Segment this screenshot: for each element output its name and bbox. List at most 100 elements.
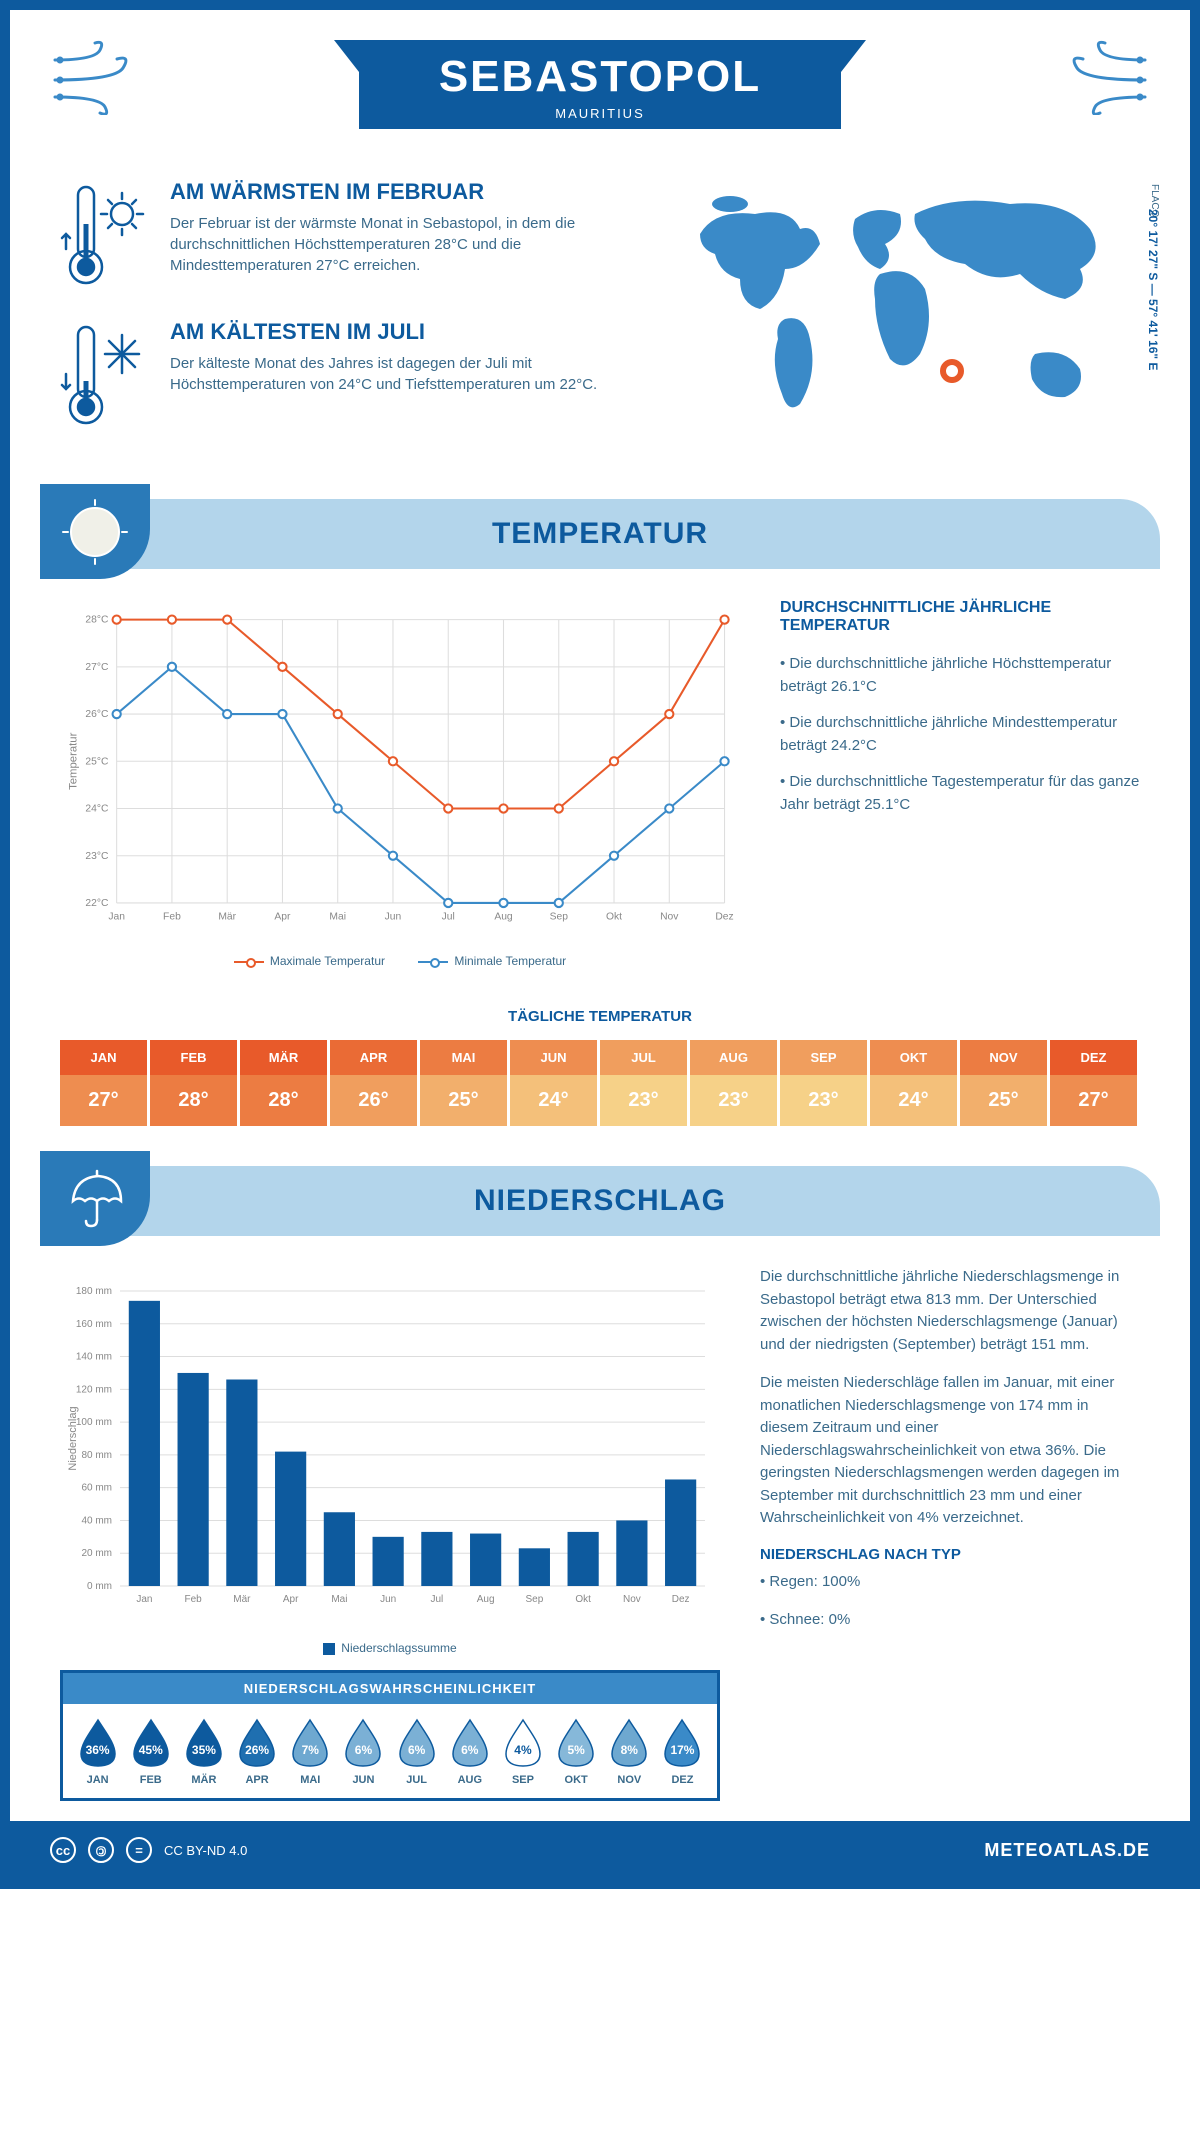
svg-text:Aug: Aug: [494, 911, 513, 922]
legend-precip-label: Niederschlagssumme: [341, 1641, 456, 1655]
prob-month: JAN: [71, 1774, 124, 1786]
prob-month: JUN: [337, 1774, 390, 1786]
prob-cell: 6% AUG: [443, 1716, 496, 1786]
prob-month: NOV: [603, 1774, 656, 1786]
daily-temp-title: TÄGLICHE TEMPERATUR: [60, 1008, 1140, 1025]
temp-col-month: JUN: [510, 1040, 600, 1075]
raindrop-icon: 26%: [236, 1716, 278, 1768]
temp-col-month: SEP: [780, 1040, 870, 1075]
temp-col: APR 26°: [330, 1040, 420, 1126]
warmest-fact: AM WÄRMSTEN IM FEBRUAR Der Februar ist d…: [60, 179, 630, 294]
prob-month: MÄR: [177, 1774, 230, 1786]
prob-month: AUG: [443, 1774, 496, 1786]
svg-text:Apr: Apr: [274, 911, 291, 922]
precipitation-left: 0 mm20 mm40 mm60 mm80 mm100 mm120 mm140 …: [60, 1266, 720, 1801]
prob-value: 4%: [502, 1743, 544, 1757]
temperature-info: DURCHSCHNITTLICHE JÄHRLICHE TEMPERATUR •…: [780, 599, 1140, 968]
raindrop-icon: 45%: [130, 1716, 172, 1768]
svg-text:25°C: 25°C: [85, 756, 109, 767]
precip-type-1: • Regen: 100%: [760, 1571, 1140, 1594]
svg-text:Feb: Feb: [163, 911, 181, 922]
prob-value: 45%: [130, 1743, 172, 1757]
country-name: MAURITIUS: [439, 106, 761, 121]
cc-icon: cc: [50, 1837, 76, 1863]
warmest-body: Der Februar ist der wärmste Monat in Seb…: [170, 213, 630, 276]
coords-label: 20° 17' 27" S — 57° 41' 16" E: [1146, 209, 1160, 370]
svg-text:26°C: 26°C: [85, 709, 109, 720]
raindrop-icon: 7%: [289, 1716, 331, 1768]
raindrop-icon: 35%: [183, 1716, 225, 1768]
svg-text:20 mm: 20 mm: [81, 1548, 112, 1559]
temp-bullet-2: • Die durchschnittliche jährliche Mindes…: [780, 712, 1140, 757]
daily-temp-table: JAN 27° FEB 28° MÄR 28° APR 26° MAI 25° …: [60, 1040, 1140, 1126]
precip-type-2: • Schnee: 0%: [760, 1609, 1140, 1632]
intro-section: AM WÄRMSTEN IM FEBRUAR Der Februar ist d…: [10, 149, 1190, 479]
prob-cell: 45% FEB: [124, 1716, 177, 1786]
precipitation-legend: Niederschlagssumme: [60, 1641, 720, 1655]
umbrella-icon: [40, 1151, 150, 1246]
temp-col: JAN 27°: [60, 1040, 150, 1126]
legend-max-label: Maximale Temperatur: [270, 954, 385, 968]
temp-col-month: JAN: [60, 1040, 150, 1075]
prob-cell: 7% MAI: [284, 1716, 337, 1786]
coldest-text: AM KÄLTESTEN IM JULI Der kälteste Monat …: [170, 319, 630, 434]
svg-text:40 mm: 40 mm: [81, 1515, 112, 1526]
temp-col-month: MÄR: [240, 1040, 330, 1075]
temp-col-value: 24°: [510, 1075, 600, 1126]
raindrop-icon: 6%: [396, 1716, 438, 1768]
prob-value: 5%: [555, 1743, 597, 1757]
prob-month: MAI: [284, 1774, 337, 1786]
temp-col-value: 26°: [330, 1075, 420, 1126]
prob-month: SEP: [496, 1774, 549, 1786]
svg-text:120 mm: 120 mm: [76, 1384, 112, 1395]
svg-text:Apr: Apr: [283, 1594, 299, 1605]
map-panel: FLACQ 20° 17' 27" S — 57° 41' 16" E: [660, 179, 1140, 459]
temp-col-month: OKT: [870, 1040, 960, 1075]
svg-text:Dez: Dez: [715, 911, 733, 922]
precipitation-bar-chart: 0 mm20 mm40 mm60 mm80 mm100 mm120 mm140 …: [60, 1266, 720, 1626]
temperature-line-chart: 22°C23°C24°C25°C26°C27°C28°CJanFebMärApr…: [60, 599, 740, 939]
footer: cc 🄯 = CC BY-ND 4.0 METEOATLAS.DE: [10, 1821, 1190, 1879]
svg-text:Jun: Jun: [385, 911, 402, 922]
facts-column: AM WÄRMSTEN IM FEBRUAR Der Februar ist d…: [60, 179, 630, 459]
svg-text:24°C: 24°C: [85, 804, 109, 815]
probability-row: 36% JAN 45% FEB 35% MÄR 26% APR: [63, 1704, 717, 1798]
warmest-text: AM WÄRMSTEN IM FEBRUAR Der Februar ist d…: [170, 179, 630, 294]
prob-cell: 4% SEP: [496, 1716, 549, 1786]
precipitation-content: 0 mm20 mm40 mm60 mm80 mm100 mm120 mm140 …: [10, 1236, 1190, 1821]
raindrop-icon: 5%: [555, 1716, 597, 1768]
temp-col-value: 28°: [240, 1075, 330, 1126]
temp-col: MAI 25°: [420, 1040, 510, 1126]
svg-text:Nov: Nov: [660, 911, 679, 922]
precipitation-banner: NIEDERSCHLAG: [40, 1166, 1160, 1236]
temp-col-month: DEZ: [1050, 1040, 1140, 1075]
temp-col-value: 25°: [960, 1075, 1050, 1126]
temp-col-value: 27°: [60, 1075, 150, 1126]
temp-col: AUG 23°: [690, 1040, 780, 1126]
nd-icon: =: [126, 1837, 152, 1863]
svg-text:Jul: Jul: [442, 911, 455, 922]
license-text: CC BY-ND 4.0: [164, 1843, 247, 1858]
temp-col-month: JUL: [600, 1040, 690, 1075]
prob-cell: 6% JUN: [337, 1716, 390, 1786]
prob-cell: 17% DEZ: [656, 1716, 709, 1786]
temp-col: DEZ 27°: [1050, 1040, 1140, 1126]
prob-cell: 36% JAN: [71, 1716, 124, 1786]
svg-text:0 mm: 0 mm: [87, 1581, 112, 1592]
svg-text:Jun: Jun: [380, 1594, 396, 1605]
svg-text:160 mm: 160 mm: [76, 1319, 112, 1330]
svg-text:Jan: Jan: [136, 1594, 152, 1605]
svg-text:23°C: 23°C: [85, 851, 109, 862]
temp-col-value: 23°: [780, 1075, 870, 1126]
temp-bullet-1: • Die durchschnittliche jährliche Höchst…: [780, 653, 1140, 698]
prob-month: DEZ: [656, 1774, 709, 1786]
raindrop-icon: 17%: [661, 1716, 703, 1768]
title-banner: SEBASTOPOL MAURITIUS: [359, 40, 841, 129]
temp-col-value: 28°: [150, 1075, 240, 1126]
coldest-body: Der kälteste Monat des Jahres ist dagege…: [170, 353, 630, 395]
raindrop-icon: 36%: [77, 1716, 119, 1768]
location-marker-icon: [943, 362, 961, 380]
svg-text:27°C: 27°C: [85, 662, 109, 673]
svg-text:Nov: Nov: [623, 1594, 641, 1605]
svg-text:Mär: Mär: [218, 911, 236, 922]
